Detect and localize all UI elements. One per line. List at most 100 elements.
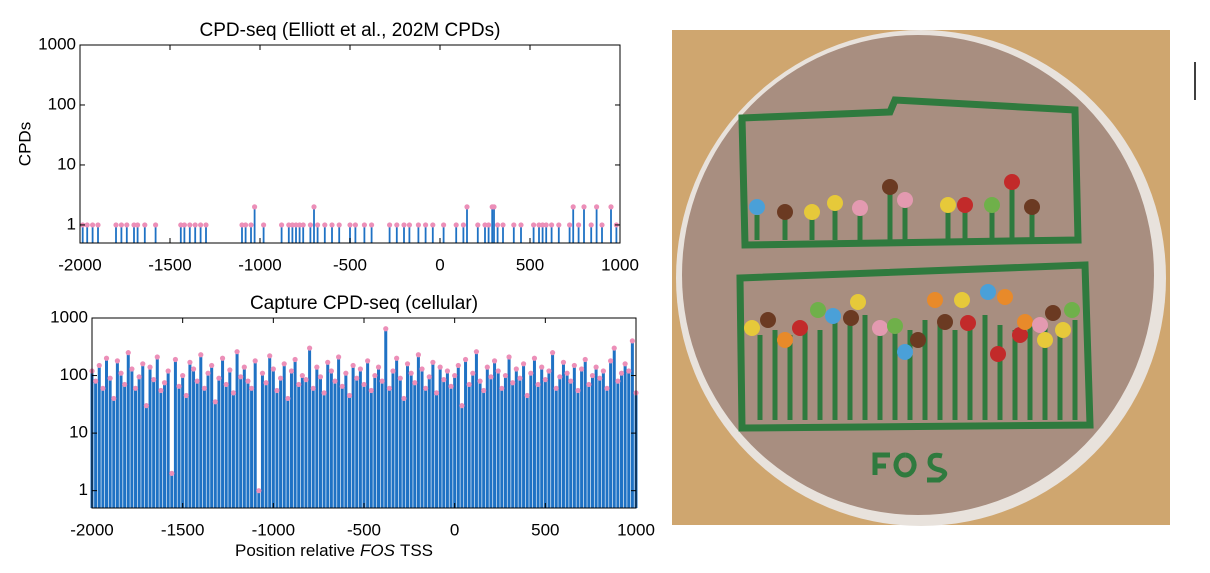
stem-marker — [626, 368, 632, 374]
stem-marker — [387, 222, 393, 228]
stem-marker — [165, 368, 171, 374]
top-frame — [738, 96, 1082, 249]
stem-marker — [234, 349, 240, 355]
stem-marker — [259, 370, 266, 376]
stem-marker — [317, 374, 324, 380]
stem-marker — [486, 222, 492, 228]
y-tick-label: 1000 — [50, 307, 88, 326]
stem-marker — [426, 374, 432, 380]
stem-marker — [549, 350, 556, 356]
stem-marker — [314, 364, 320, 370]
stem-marker — [437, 364, 443, 370]
stem-marker — [369, 222, 375, 228]
stem-marker — [125, 350, 131, 356]
stem-marker — [581, 204, 587, 210]
stem-marker — [495, 368, 501, 374]
stem-marker — [336, 354, 342, 360]
stem-marker — [430, 222, 436, 228]
stem-marker — [198, 222, 204, 228]
stem-marker — [406, 222, 412, 228]
stem-marker — [131, 222, 137, 228]
stem-marker — [248, 385, 255, 391]
stem-marker — [142, 222, 148, 228]
stem-marker — [459, 403, 465, 409]
stem-marker — [365, 358, 371, 364]
stem-marker — [329, 222, 335, 228]
stem-marker — [187, 222, 193, 228]
stem-marker — [183, 392, 189, 399]
stem-marker — [172, 356, 179, 363]
stem-marker — [361, 381, 367, 388]
stem-marker — [404, 361, 411, 367]
stem-marker — [539, 364, 545, 370]
stem-marker — [252, 358, 258, 364]
stem-marker — [597, 375, 603, 381]
stem-marker — [568, 378, 574, 384]
stem-marker — [151, 377, 157, 383]
stem-marker — [564, 370, 570, 376]
x-tick-label: 500 — [531, 520, 559, 539]
stem-marker — [154, 354, 160, 360]
stem-marker — [118, 370, 124, 376]
stem-marker — [408, 370, 414, 376]
stem-marker — [423, 385, 429, 391]
stem-marker — [84, 222, 90, 228]
y-tick-label: 100 — [48, 94, 76, 113]
stem-marker — [575, 387, 581, 394]
y-tick-label: 1 — [79, 480, 88, 499]
stem-marker — [462, 356, 469, 363]
stem-marker — [531, 355, 538, 361]
stem-marker — [491, 204, 497, 210]
stem-marker — [307, 222, 313, 228]
stem-marker — [169, 470, 175, 476]
stem-marker — [586, 381, 592, 388]
x-tick-label: -1500 — [161, 520, 204, 539]
stem-marker — [397, 375, 403, 381]
stem-marker — [243, 222, 249, 228]
fos-icing — [872, 452, 948, 483]
stem-marker — [216, 375, 222, 381]
stem-marker — [517, 375, 523, 381]
stem-marker — [114, 358, 120, 364]
stem-marker — [303, 377, 309, 383]
x-tick-label: 1000 — [601, 255, 639, 274]
x-axis-label-part: TSS — [400, 541, 433, 560]
candies — [744, 174, 1080, 362]
stem-marker — [198, 352, 204, 358]
stem-marker — [190, 366, 197, 372]
stem-marker — [227, 367, 233, 373]
stem-marker — [412, 380, 418, 386]
stem-marker — [394, 355, 400, 361]
stem-marker — [297, 222, 303, 228]
stem-marker — [618, 370, 625, 376]
stem-marker — [230, 390, 237, 396]
stem-marker — [470, 370, 476, 376]
stem-marker — [245, 378, 251, 384]
stem-marker — [430, 359, 436, 365]
stem-marker — [444, 368, 451, 374]
stem-marker — [518, 222, 524, 228]
stem-marker — [455, 362, 461, 369]
stem-marker — [300, 222, 306, 228]
stem-marker — [557, 374, 563, 380]
stem-marker — [113, 222, 119, 228]
stem-marker — [464, 204, 470, 210]
stem-marker — [100, 385, 106, 391]
stem-marker — [453, 222, 459, 228]
stem-marker — [107, 375, 113, 381]
stem-marker — [394, 222, 400, 228]
stem-marker — [201, 385, 208, 391]
stem-marker — [599, 222, 605, 228]
stem-marker — [261, 222, 267, 228]
stem-marker — [286, 222, 292, 228]
stem-marker — [390, 368, 396, 374]
stem-marker — [567, 222, 573, 228]
stem-marker — [604, 385, 610, 391]
stem-marker — [118, 222, 124, 228]
stem-marker — [588, 222, 594, 228]
x-axis-label-part: Position relative — [235, 541, 355, 560]
stem-marker — [543, 222, 549, 228]
stem-marker — [535, 381, 541, 388]
stem-marker — [571, 362, 577, 369]
